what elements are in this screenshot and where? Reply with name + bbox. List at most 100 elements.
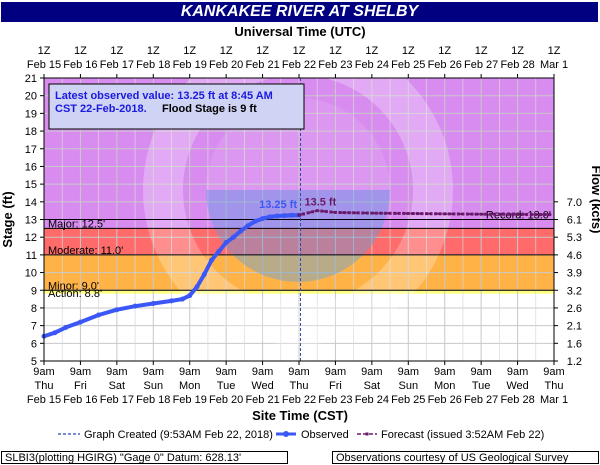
- observed-point: [281, 213, 287, 219]
- observed-point: [150, 301, 156, 307]
- forecast-point: [461, 212, 465, 216]
- y-tick-label: 7: [31, 321, 37, 333]
- forecast-point: [311, 210, 315, 214]
- observed-point: [260, 216, 266, 222]
- info-box: [48, 83, 305, 130]
- forecast-point: [511, 212, 515, 216]
- forecast-point: [529, 213, 533, 217]
- forecast-point: [470, 212, 474, 216]
- flow-tick-label: 5.3: [567, 232, 582, 244]
- observed-point: [187, 293, 193, 299]
- info-observed-date: CST 22-Feb-2018.: [55, 103, 147, 115]
- forecast-point: [447, 212, 451, 216]
- forecast-point: [534, 213, 538, 217]
- top-tick-date: Feb 22: [282, 59, 316, 71]
- forecast-point: [370, 211, 374, 215]
- observed-point: [77, 319, 83, 325]
- observed-point: [216, 248, 222, 254]
- bottom-tick-day: Tue: [472, 380, 491, 392]
- bottom-tick-date: Feb 15: [27, 394, 61, 406]
- top-tick-date: Feb 18: [136, 59, 170, 71]
- top-tick-date: Feb 25: [391, 59, 425, 71]
- top-tick-time: 1Z: [438, 45, 451, 57]
- forecast-point: [329, 210, 333, 214]
- bottom-tick-date: Feb 23: [318, 394, 352, 406]
- bottom-tick-time: 9am: [179, 366, 200, 378]
- info-latest-observed: Latest observed value: 13.25 ft at 8:45 …: [55, 90, 273, 102]
- forecast-point: [502, 212, 506, 216]
- observed-point: [52, 330, 58, 336]
- forecast-point: [411, 212, 415, 216]
- y-tick-label: 6: [31, 338, 37, 350]
- observed-point: [201, 271, 207, 277]
- top-tick-date: Feb 28: [500, 59, 534, 71]
- y-tick-label: 18: [25, 126, 37, 138]
- forecast-point: [484, 212, 488, 216]
- forecast-point: [479, 212, 483, 216]
- forecast-point: [324, 210, 328, 214]
- y-tick-label: 15: [25, 179, 37, 191]
- forecast-point: [434, 212, 438, 216]
- top-tick-time: 1Z: [475, 45, 488, 57]
- legend-forecast-label: Forecast (issued 3:52AM Feb 22): [381, 429, 544, 441]
- forecast-point: [361, 211, 365, 215]
- top-tick-date: Feb 15: [27, 59, 61, 71]
- datum-info: SLBI3(plotting HGIRG) "Gage 0" Datum: 62…: [1, 451, 288, 464]
- forecast-point: [415, 212, 419, 216]
- bottom-tick-date: Feb 18: [136, 394, 170, 406]
- flow-tick-label: 3.9: [567, 268, 582, 280]
- forecast-point: [438, 212, 442, 216]
- y-axis-title: Stage (ft): [0, 191, 15, 247]
- forecast-point: [384, 211, 388, 215]
- forecast-point: [488, 212, 492, 216]
- noaa-seal-disc: [206, 98, 390, 282]
- observation-credit: Observations courtesy of US Geological S…: [332, 451, 599, 464]
- flow-tick-label: 1.2: [567, 356, 582, 368]
- x-axis-title: Site Time (CST): [252, 408, 348, 423]
- bottom-tick-day: Fri: [329, 380, 342, 392]
- y-tick-label: 13: [25, 215, 37, 227]
- moderate-label: Moderate: 11.0': [48, 245, 123, 257]
- y-tick-label: 9: [31, 285, 37, 297]
- bottom-tick-time: 9am: [143, 366, 164, 378]
- action-label: Action: 8.8': [48, 288, 102, 300]
- forecast-point: [525, 212, 529, 216]
- bottom-tick-time: 9am: [361, 366, 382, 378]
- bottom-tick-day: Wed: [251, 380, 273, 392]
- bottom-tick-day: Fri: [74, 380, 87, 392]
- forecast-point: [306, 211, 310, 215]
- bottom-tick-time: 9am: [470, 366, 491, 378]
- bottom-tick-date: Feb 20: [209, 394, 243, 406]
- forecast-point: [302, 212, 306, 216]
- top-tick-date: Feb 24: [355, 59, 389, 71]
- top-tick-time: 1Z: [147, 45, 160, 57]
- bottom-tick-date: Feb 22: [282, 394, 316, 406]
- top-tick-date: Mar 1: [540, 59, 568, 71]
- y-tick-label: 17: [25, 144, 37, 156]
- legend-observed-label: Observed: [301, 429, 349, 441]
- forecast-point: [493, 212, 497, 216]
- observed-point: [169, 298, 174, 304]
- observed-point: [267, 214, 273, 220]
- y-tick-label: 16: [25, 161, 37, 173]
- top-tick-time: 1Z: [365, 45, 378, 57]
- bottom-tick-day: Sun: [398, 380, 418, 392]
- observed-point: [63, 324, 69, 330]
- forecast-point: [379, 211, 383, 215]
- top-tick-time: 1Z: [38, 45, 51, 57]
- bottom-tick-day: Thu: [35, 380, 54, 392]
- top-tick-time: 1Z: [74, 45, 87, 57]
- minor-label: Minor: 9.0': [48, 280, 99, 292]
- forecast-point: [506, 212, 510, 216]
- observed-point: [132, 303, 138, 309]
- top-tick-time: 1Z: [329, 45, 342, 57]
- forecast-point: [343, 211, 347, 215]
- top-tick-date: Feb 19: [173, 59, 207, 71]
- bottom-tick-date: Mar 1: [540, 394, 568, 406]
- forecast-point: [338, 211, 342, 215]
- y-tick-label: 5: [31, 356, 37, 368]
- top-tick-date: Feb 21: [245, 59, 279, 71]
- forecast-point: [497, 212, 501, 216]
- observed-point: [245, 223, 251, 229]
